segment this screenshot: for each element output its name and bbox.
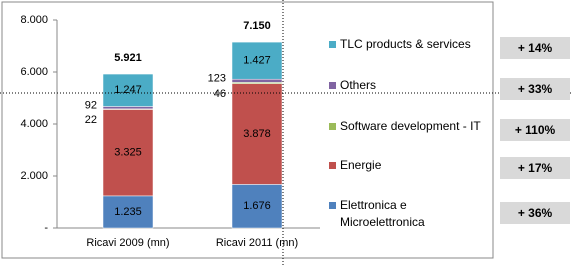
bar-segment: [102, 195, 154, 229]
growth-badge: + 14%: [500, 37, 570, 59]
legend-label: Elettronica e Microelettronica: [340, 198, 425, 229]
growth-badge: + 36%: [500, 202, 570, 224]
bar-segment: [102, 73, 154, 107]
value-label: 1.427: [243, 55, 271, 67]
legend-swatch: [329, 202, 336, 209]
value-label: 3.878: [243, 128, 271, 140]
value-label: 22: [85, 114, 97, 126]
legend-label: Others: [340, 78, 377, 92]
y-tick-label: -: [44, 222, 48, 234]
total-label: 5.921: [114, 52, 142, 64]
y-tick-label: 2.000: [20, 170, 48, 182]
chart-frame: [1, 1, 494, 259]
growth-badge: + 33%: [500, 78, 570, 100]
x-tick-label: Ricavi 2011 (mn): [216, 237, 298, 249]
legend-swatch: [329, 123, 336, 130]
bar-segment: [231, 184, 283, 229]
value-label: 1.235: [114, 206, 142, 218]
y-tick-label: 4.000: [20, 118, 48, 130]
legend-swatch: [329, 41, 336, 48]
total-label: 7.150: [243, 20, 271, 32]
bar-segment: [102, 109, 154, 197]
y-tick-label: 6.000: [20, 66, 48, 78]
value-label: 3.325: [114, 147, 142, 159]
legend-swatch: [329, 82, 336, 89]
value-label: 1.676: [243, 200, 271, 212]
bar-segment: [231, 83, 283, 185]
bar-segment: [231, 78, 283, 83]
x-tick-label: Ricavi 2009 (mn): [86, 237, 169, 249]
bar-segment: [102, 106, 154, 110]
growth-badge: + 17%: [500, 157, 570, 179]
bar-segment: [231, 41, 283, 80]
value-label: 92: [85, 100, 97, 112]
growth-badge: + 110%: [500, 119, 570, 141]
legend-label: TLC products & services: [340, 37, 471, 51]
y-tick-label: 8.000: [20, 14, 48, 26]
legend-label: Software development - IT: [340, 119, 481, 133]
legend-label: Energie: [340, 158, 382, 172]
value-label: 46: [214, 88, 226, 100]
legend-swatch: [329, 162, 336, 169]
value-label: 1.247: [114, 84, 142, 96]
value-label: 123: [208, 73, 226, 85]
